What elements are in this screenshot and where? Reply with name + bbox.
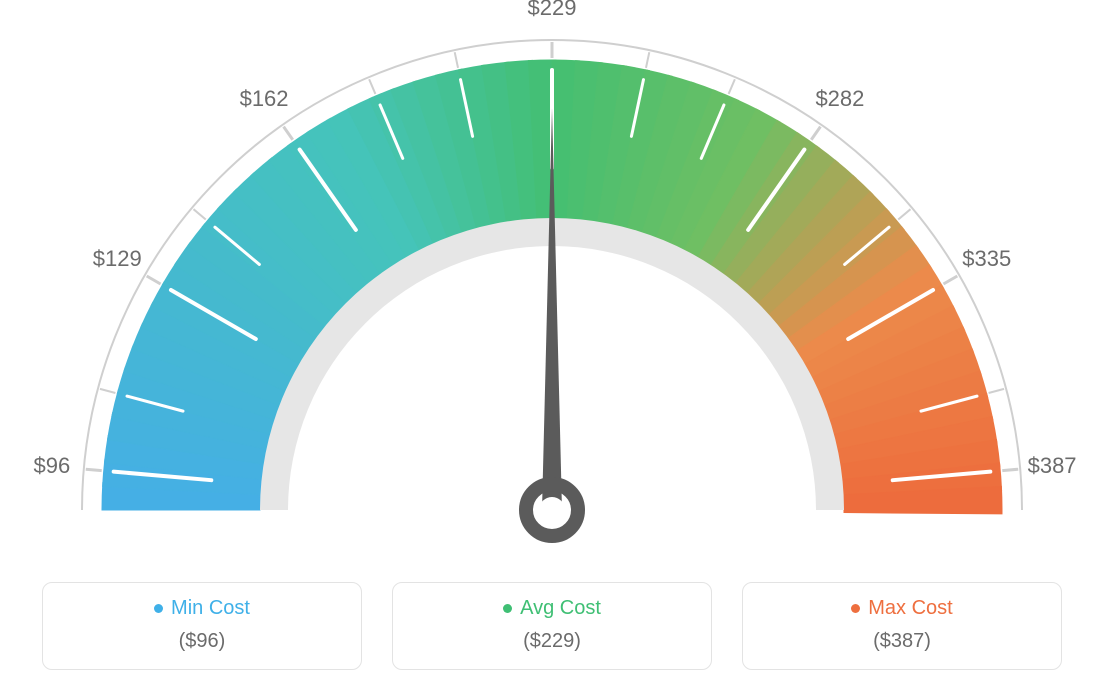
gauge-tick-label: $129 [93, 246, 142, 272]
legend-label-min: Min Cost [171, 597, 250, 620]
legend-dot-max [851, 604, 860, 613]
legend-dot-min [154, 604, 163, 613]
gauge-tick-label: $282 [815, 86, 864, 112]
legend-label-avg: Avg Cost [520, 597, 601, 620]
legend-card-avg: Avg Cost ($229) [392, 582, 712, 670]
legend-title-avg: Avg Cost [503, 597, 601, 620]
legend-value-min: ($96) [53, 630, 351, 653]
gauge-tick-label: $162 [240, 86, 289, 112]
legend-card-min: Min Cost ($96) [42, 582, 362, 670]
gauge-tick-label: $96 [34, 453, 71, 479]
legend-dot-avg [503, 604, 512, 613]
legend-title-max: Max Cost [851, 597, 952, 620]
legend-label-max: Max Cost [868, 597, 952, 620]
gauge-chart: $96 $129 $162 $229 $282 $335 $387 [0, 0, 1104, 560]
legend-card-max: Max Cost ($387) [742, 582, 1062, 670]
legend-value-max: ($387) [753, 630, 1051, 653]
legend-row: Min Cost ($96) Avg Cost ($229) Max Cost … [0, 582, 1104, 670]
legend-title-min: Min Cost [154, 597, 250, 620]
gauge-tick-label: $387 [1028, 453, 1077, 479]
gauge-tick-label: $335 [962, 246, 1011, 272]
gauge-tick-label: $229 [528, 0, 577, 21]
gauge-svg [0, 0, 1104, 560]
legend-value-avg: ($229) [403, 630, 701, 653]
